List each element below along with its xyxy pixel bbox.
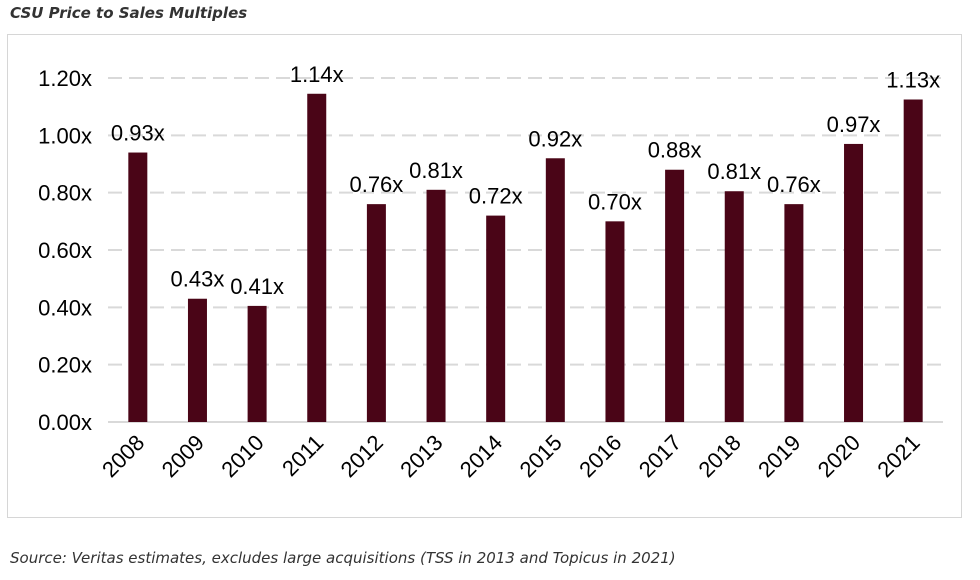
x-tick-label: 2013 xyxy=(395,430,447,482)
bars xyxy=(128,93,923,422)
x-tick-label: 2014 xyxy=(455,430,507,482)
x-tick-label: 2012 xyxy=(336,430,388,482)
x-axis: 2008 2009 2010 2011 2012 2013 2014 2015 2016 2017… xyxy=(97,430,925,482)
x-tick-label: 2009 xyxy=(157,430,209,482)
data-label-2009: 0.43x xyxy=(171,267,225,292)
y-axis: 0.00x 0.20x 0.40x 0.60x 0.80x 1.00x 1.20x xyxy=(38,66,92,435)
bar-2021 xyxy=(903,99,923,422)
grid-lines xyxy=(108,77,943,423)
data-label-2011: 1.14x xyxy=(290,62,344,87)
data-label-2021: 1.13x xyxy=(886,68,940,93)
bar-2009 xyxy=(187,298,207,422)
chart-frame: 0.93x 0.43x 0.41x 1.14x 0.76x 0.81x 0.72x 0.92x… xyxy=(7,34,962,518)
data-label-2017: 0.88x xyxy=(648,138,702,163)
data-label-2018: 0.81x xyxy=(707,159,761,184)
y-tick-label: 0.60x xyxy=(38,238,92,263)
x-tick-label: 2010 xyxy=(216,430,268,482)
y-tick-label: 0.40x xyxy=(38,295,92,320)
y-tick-label: 0.00x xyxy=(38,410,92,435)
x-tick-label: 2008 xyxy=(97,430,149,482)
bar-2011 xyxy=(307,93,327,422)
bar-2008 xyxy=(128,152,148,422)
bar-2016 xyxy=(605,221,625,422)
data-label-2012: 0.76x xyxy=(349,172,403,197)
chart-title: CSU Price to Sales Multiples xyxy=(10,4,248,22)
data-label-2016: 0.70x xyxy=(588,189,642,214)
y-tick-label: 1.20x xyxy=(38,66,92,91)
data-label-2015: 0.92x xyxy=(528,126,582,151)
source-note: Source: Veritas estimates, excludes larg… xyxy=(10,549,676,567)
bar-2015 xyxy=(545,158,565,422)
y-tick-label: 0.80x xyxy=(38,181,92,206)
bar-2017 xyxy=(665,169,685,422)
x-tick-label: 2015 xyxy=(515,430,567,482)
bar-2014 xyxy=(486,215,506,422)
x-tick-label: 2020 xyxy=(813,430,865,482)
bar-2019 xyxy=(784,204,804,422)
y-tick-label: 0.20x xyxy=(38,353,92,378)
x-tick-label: 2016 xyxy=(574,430,626,482)
data-label-2008: 0.93x xyxy=(111,121,165,146)
bar-2012 xyxy=(366,204,386,422)
bar-2010 xyxy=(247,305,267,422)
data-label-2014: 0.72x xyxy=(469,184,523,209)
x-tick-label: 2017 xyxy=(634,430,686,482)
data-label-2010: 0.41x xyxy=(230,274,284,299)
data-label-2020: 0.97x xyxy=(827,112,881,137)
bar-2020 xyxy=(844,143,864,422)
y-tick-label: 1.00x xyxy=(38,123,92,148)
x-tick-label: 2011 xyxy=(277,430,328,481)
data-label-2013: 0.81x xyxy=(409,158,463,183)
x-tick-label: 2019 xyxy=(753,430,805,482)
data-label-2019: 0.76x xyxy=(767,172,821,197)
x-tick-label: 2021 xyxy=(872,430,924,482)
bar-2018 xyxy=(724,191,744,422)
bar-2013 xyxy=(426,189,446,422)
x-tick-label: 2018 xyxy=(693,430,745,482)
